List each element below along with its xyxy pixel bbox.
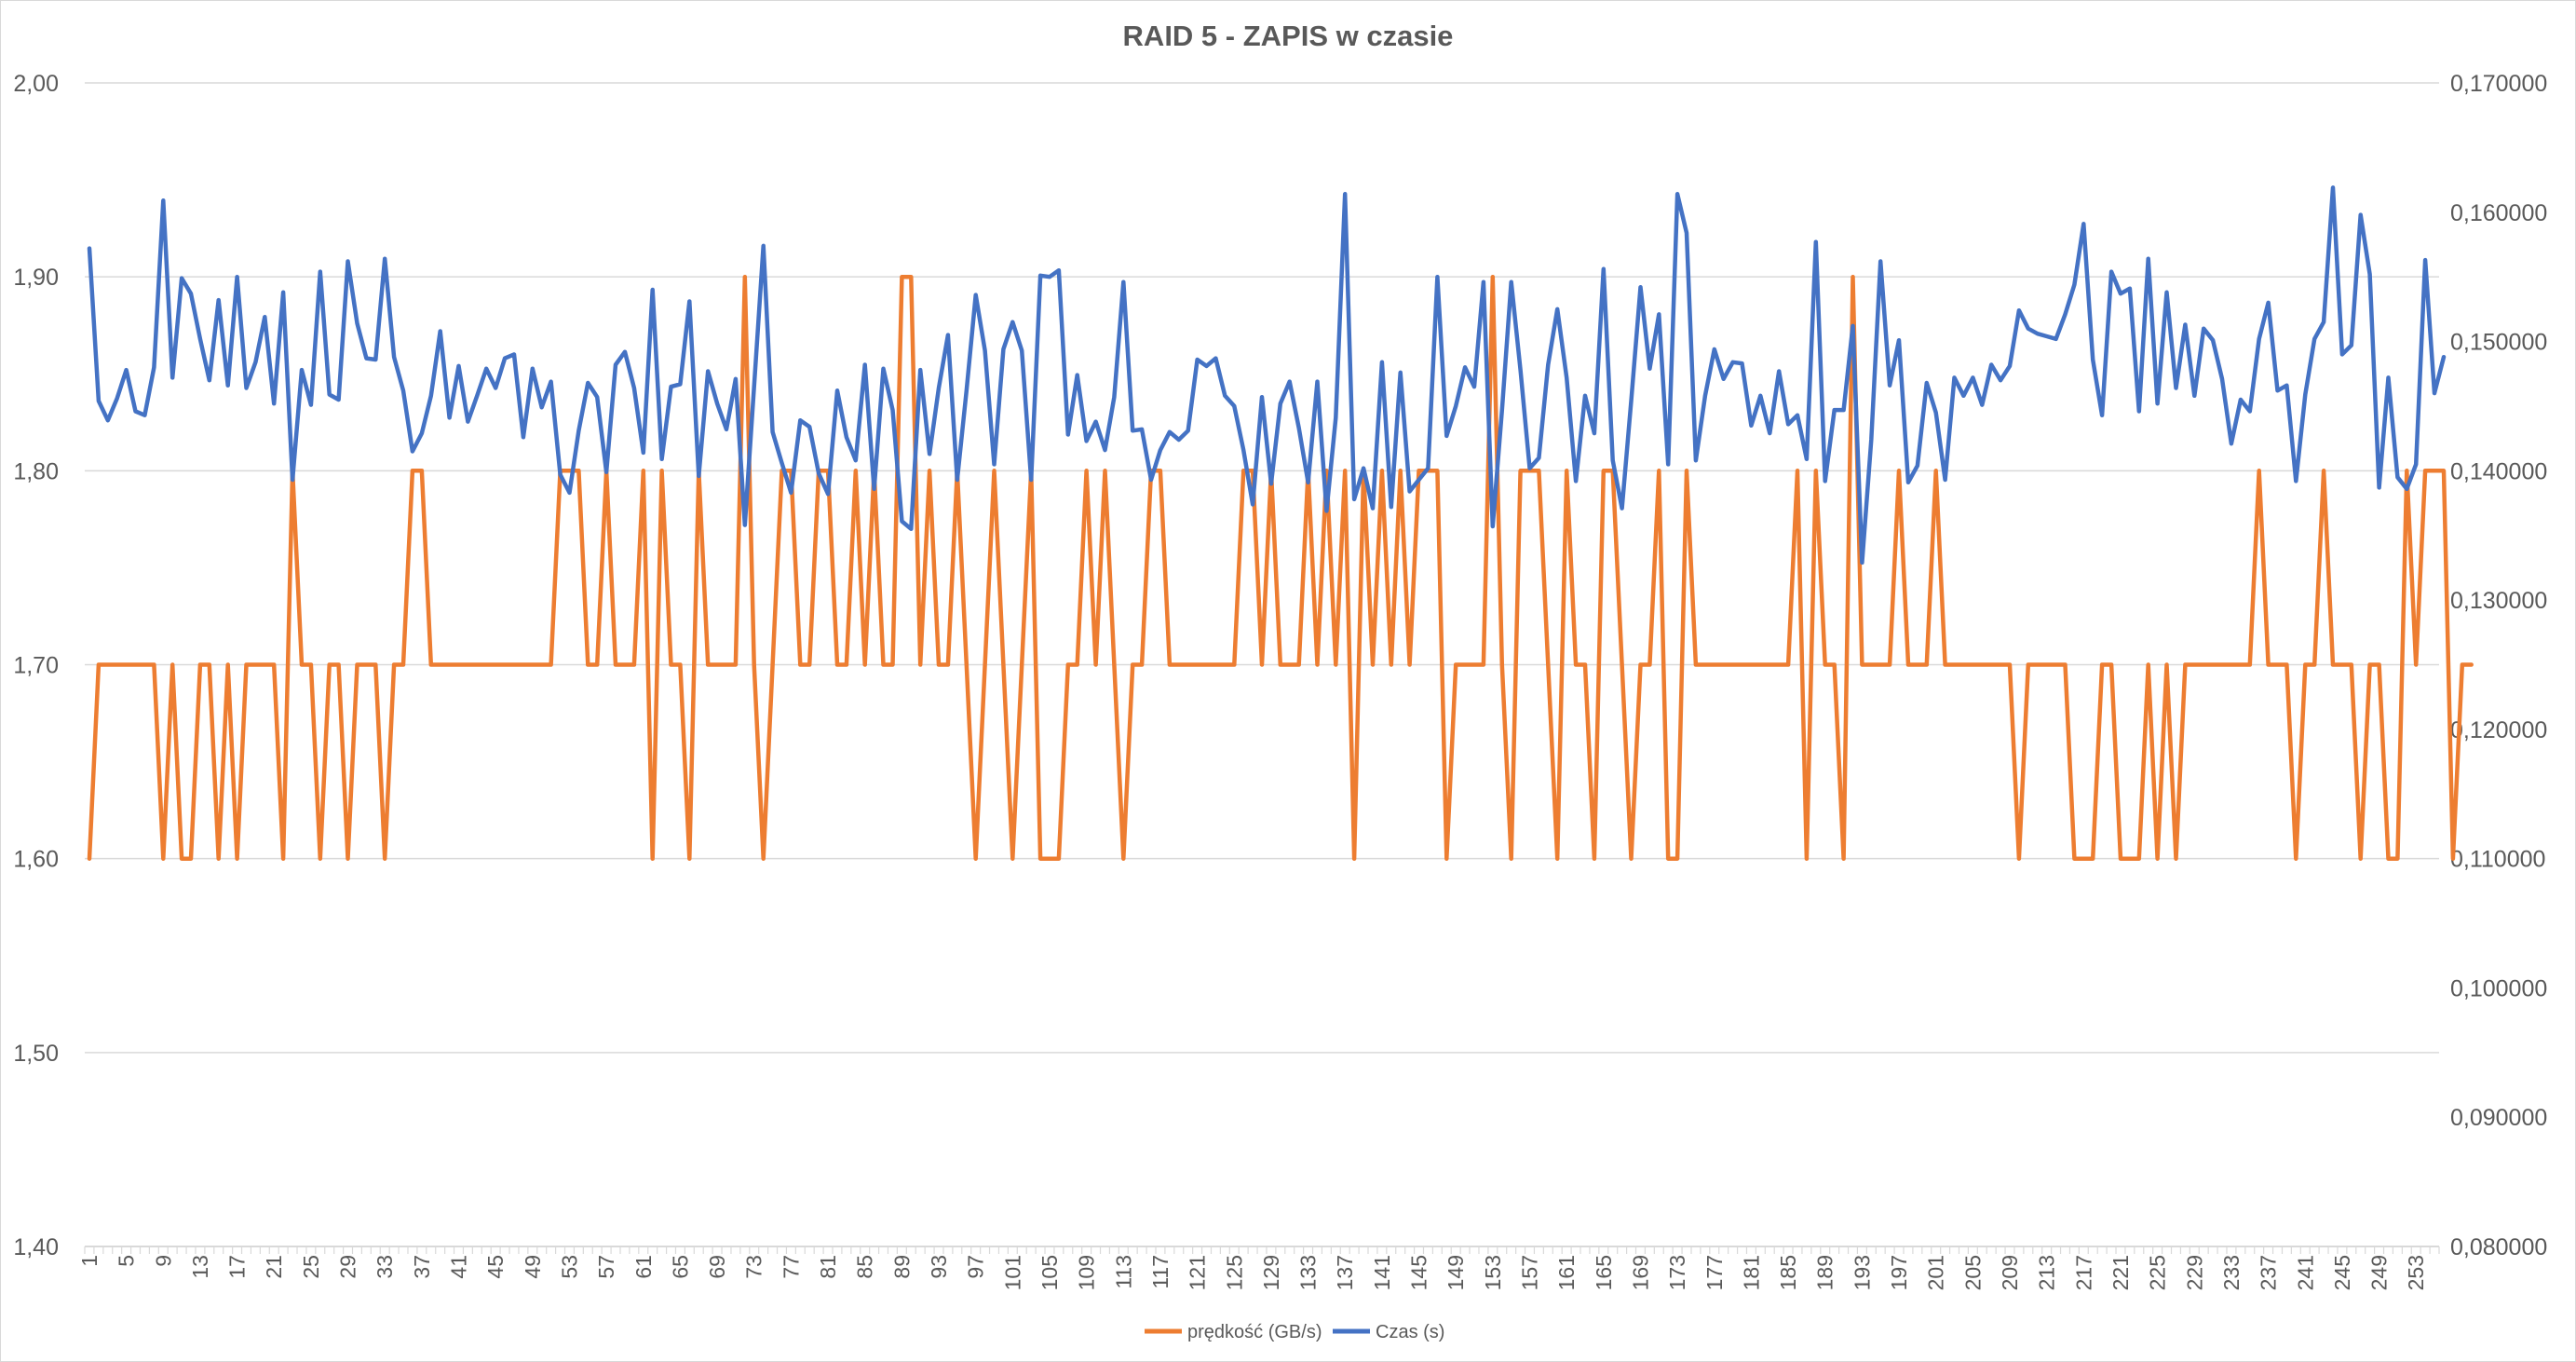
x-tick-label: 245 [2330,1255,2354,1290]
right-axis-tick-label: 0,140000 [2450,458,2547,484]
x-tick-label: 37 [410,1255,434,1279]
x-tick-label: 225 [2146,1255,2170,1290]
left-axis-tick-label: 1,60 [13,847,59,873]
x-tick-label: 41 [447,1255,471,1279]
left-axis-tick-label: 1,40 [13,1234,59,1260]
x-tick-label: 193 [1850,1255,1874,1290]
right-axis-tick-label: 0,080000 [2450,1234,2547,1260]
x-tick-label: 197 [1887,1255,1911,1290]
x-tick-label: 13 [188,1255,212,1279]
right-axis-tick-label: 0,170000 [2450,71,2547,97]
x-tick-label: 113 [1111,1255,1135,1289]
x-tick-label: 189 [1813,1255,1837,1290]
x-tick-label: 241 [2293,1255,2317,1290]
x-tick-label: 65 [668,1255,692,1279]
x-tick-label: 229 [2182,1255,2206,1290]
x-tick-label: 177 [1702,1255,1727,1290]
x-tick-label: 85 [853,1255,877,1279]
right-axis-tick-label: 0,150000 [2450,330,2547,356]
x-tick-label: 25 [299,1255,323,1279]
x-tick-label: 117 [1148,1255,1173,1289]
legend: prędkość (GB/s) Czas (s) [1145,1322,1444,1342]
left-axis-tick-label: 1,80 [13,458,59,484]
x-tick-label: 213 [2035,1255,2059,1290]
x-tick-label: 149 [1444,1255,1468,1290]
x-tick-label: 185 [1776,1255,1800,1290]
x-tick-label: 9 [151,1255,175,1267]
x-tick-label: 205 [1960,1255,1985,1290]
x-tick-label: 129 [1259,1255,1283,1290]
x-tick-label: 5 [115,1255,139,1267]
x-tick-label: 161 [1554,1255,1579,1290]
x-tick-label: 201 [1924,1255,1948,1290]
x-tick-label: 45 [483,1255,508,1279]
x-tick-label: 69 [705,1255,729,1279]
x-tick-label: 77 [779,1255,803,1279]
x-tick-label: 29 [336,1255,360,1279]
chart-title: RAID 5 - ZAPIS w czasie [1123,20,1454,52]
x-tick-label: 53 [557,1255,581,1279]
x-tick-label: 209 [1998,1255,2022,1290]
x-tick-label: 133 [1296,1255,1321,1290]
x-tick-label: 49 [521,1255,545,1279]
right-axis-tick-label: 0,120000 [2450,717,2547,743]
x-tick-label: 153 [1481,1255,1505,1290]
x-tick-label: 169 [1628,1255,1652,1290]
left-axis-tick-label: 1,90 [13,265,59,291]
x-tick-label: 57 [594,1255,618,1279]
x-axis: 1 5 9 13 17 21 25 29 33 37 41 45 49 53 57 61 65 69 73 77 81 8… [77,1246,2440,1290]
right-axis-tick-label: 0,160000 [2450,200,2547,226]
series-lines [87,185,2474,861]
x-tick-label: 157 [1517,1255,1541,1290]
right-axis-tick-label: 0,090000 [2450,1105,2547,1131]
x-tick-label: 141 [1370,1255,1394,1290]
x-tick-label: 109 [1075,1255,1099,1290]
x-tick-label: 105 [1037,1255,1062,1290]
x-tick-label: 33 [373,1255,397,1279]
x-tick-label: 81 [816,1255,840,1279]
right-axis-tick-label: 0,110000 [2450,847,2545,873]
left-axis-tick-label: 1,50 [13,1041,59,1067]
x-tick-label: 89 [889,1255,914,1279]
x-tick-label: 233 [2219,1255,2244,1290]
x-tick-label: 221 [2108,1255,2133,1290]
x-tick-label: 93 [927,1255,951,1279]
x-tick-label: 173 [1665,1255,1689,1290]
x-tick-label: 137 [1333,1255,1357,1290]
x-tick-label: 145 [1407,1255,1431,1290]
x-tick-label: 125 [1222,1255,1246,1290]
right-axis-ticks: 0,170000 0,160000 0,150000 0,140000 0,130000… [2450,71,2547,1260]
x-tick-label: 249 [2367,1255,2392,1290]
x-tick-label: 217 [2071,1255,2095,1290]
left-axis-tick-label: 1,70 [13,653,59,679]
x-tick-label: 61 [631,1255,656,1279]
x-tick-label: 121 [1186,1255,1210,1290]
right-axis-tick-label: 0,100000 [2450,975,2547,1001]
right-axis-tick-label: 0,130000 [2450,588,2547,614]
left-axis-tick-label: 2,00 [13,71,59,97]
x-tick-label: 73 [742,1255,766,1279]
x-tick-label: 97 [964,1255,988,1279]
x-tick-label: 1 [77,1255,102,1267]
series-line-czas [87,185,2447,565]
x-tick-label: 237 [2257,1255,2281,1290]
left-axis-ticks: 2,00 1,90 1,80 1,70 1,60 1,50 1,40 [13,71,59,1260]
series-line-predkosc [87,274,2474,861]
x-tick-label: 21 [262,1255,286,1279]
x-tick-label: 181 [1739,1255,1763,1290]
x-tick-label: 165 [1592,1255,1616,1290]
legend-label: prędkość (GB/s) [1187,1322,1322,1342]
x-tick-label: 253 [2404,1255,2428,1290]
x-tick-label: 101 [1000,1255,1024,1290]
legend-label: Czas (s) [1376,1322,1444,1342]
x-tick-label: 17 [225,1255,250,1279]
